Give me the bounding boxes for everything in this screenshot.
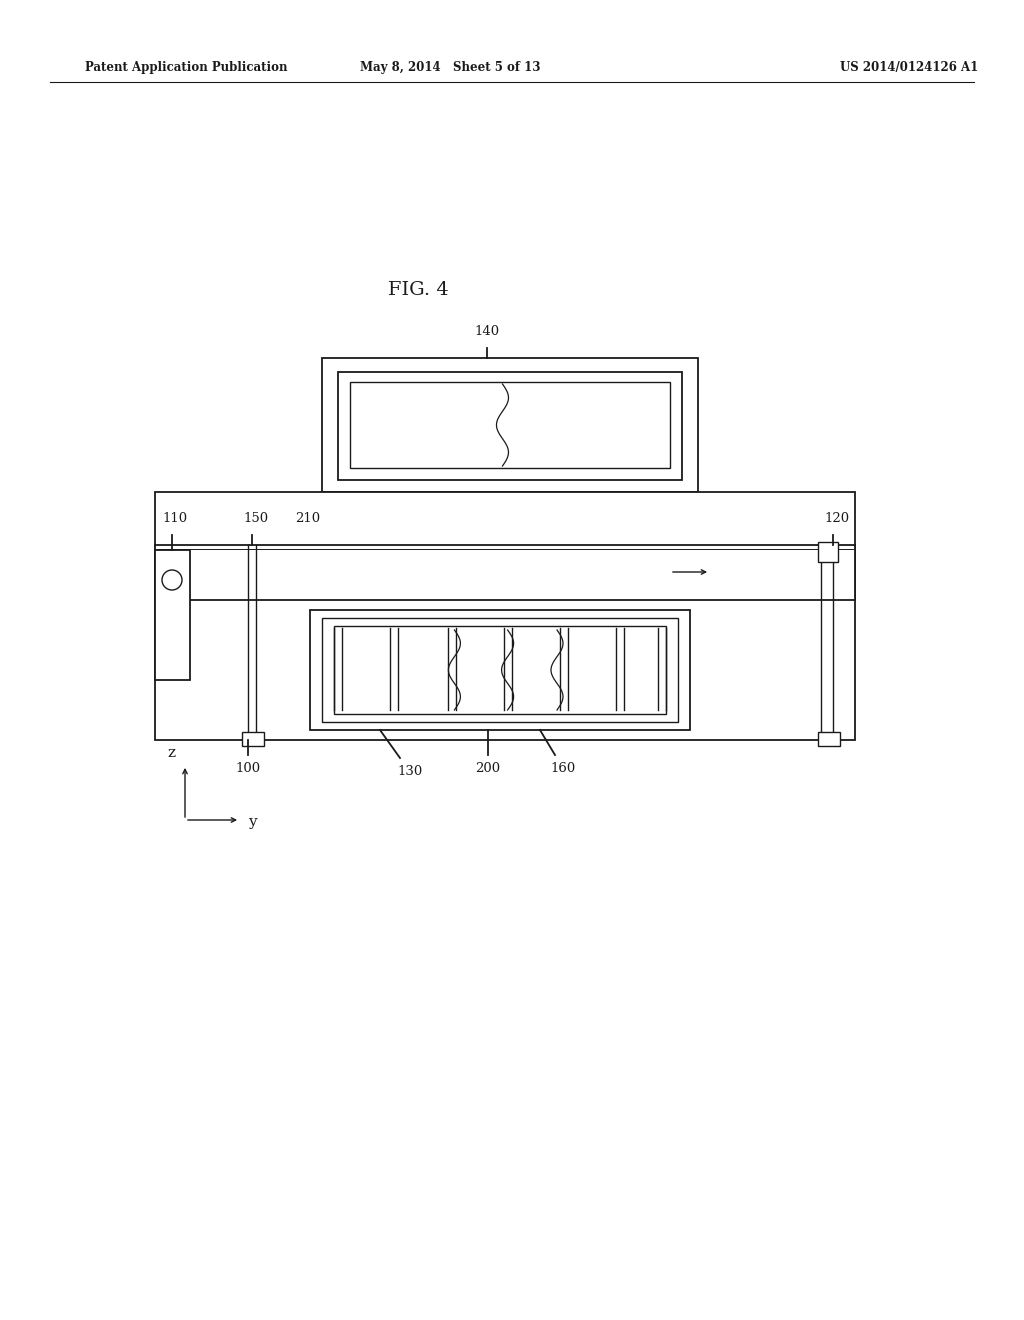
Bar [322,358,698,492]
Bar [155,545,855,601]
Bar [310,610,690,730]
Bar [155,550,190,680]
Text: z: z [167,746,175,760]
Text: FIG. 4: FIG. 4 [388,281,449,300]
Bar [350,381,670,469]
Text: 130: 130 [397,766,423,777]
Text: y: y [248,814,257,829]
Text: 150: 150 [244,512,268,525]
Bar [322,618,678,722]
Text: 110: 110 [163,512,187,525]
Text: May 8, 2014   Sheet 5 of 13: May 8, 2014 Sheet 5 of 13 [359,61,541,74]
Circle shape [162,570,182,590]
Bar [338,372,682,480]
Text: 210: 210 [296,512,321,525]
Text: 100: 100 [236,762,260,775]
Bar [155,492,855,741]
Text: Patent Application Publication: Patent Application Publication [85,61,288,74]
Text: 160: 160 [550,762,575,775]
Text: 140: 140 [474,325,500,338]
Bar [242,733,264,746]
Bar [334,626,666,714]
Text: 120: 120 [824,512,850,525]
Text: US 2014/0124126 A1: US 2014/0124126 A1 [840,61,978,74]
Text: 200: 200 [475,762,501,775]
Bar [818,733,840,746]
Bar [818,543,838,562]
